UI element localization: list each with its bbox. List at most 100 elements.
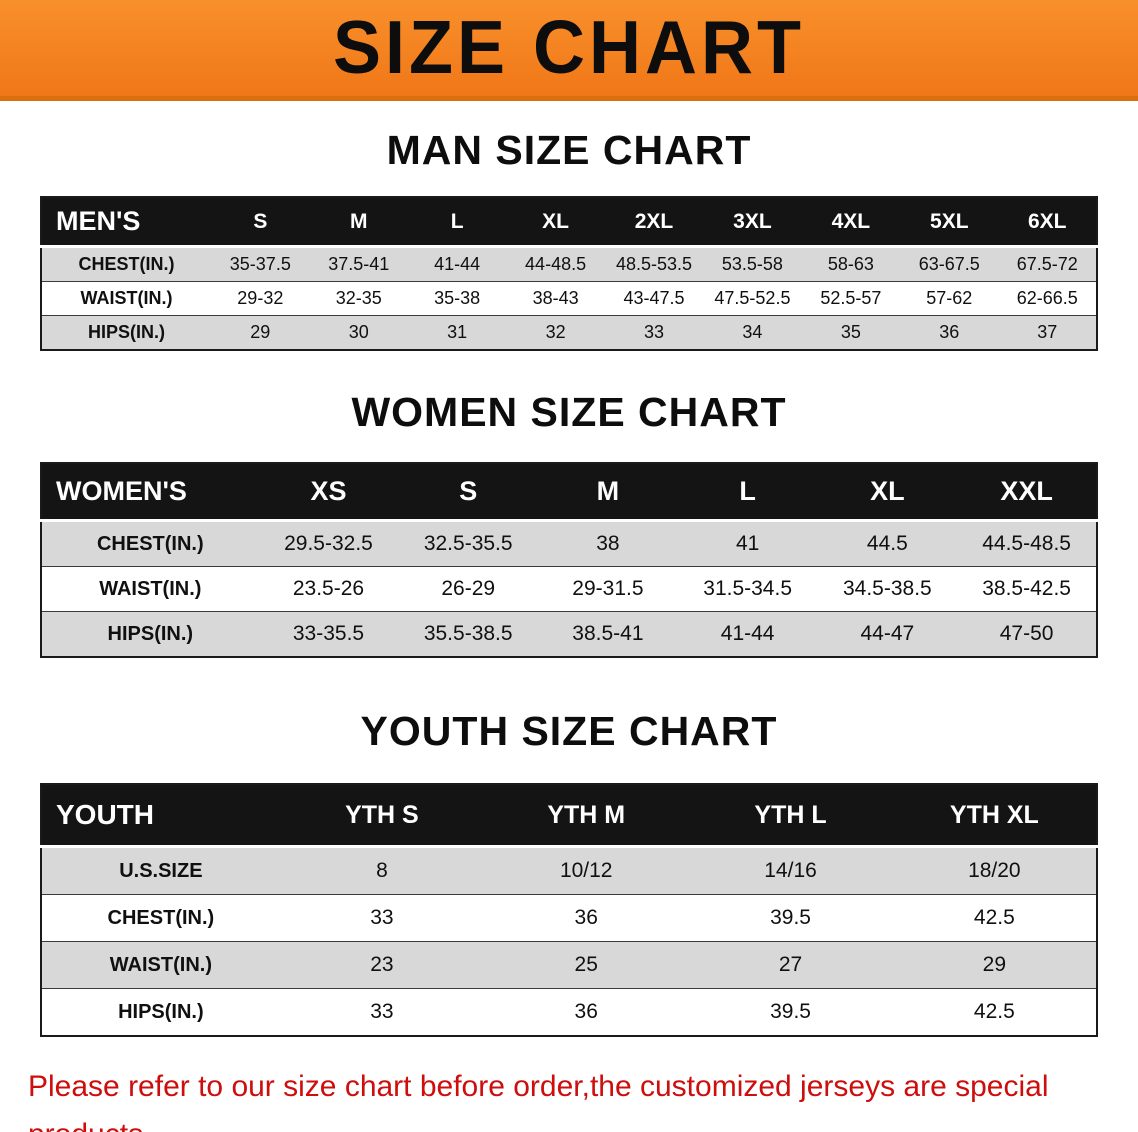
measurement-value-cell: 32 <box>506 315 605 351</box>
table-header-row: WOMEN'S XS S M L XL XXL <box>41 463 1097 522</box>
measurement-value-cell: 18/20 <box>892 846 1097 895</box>
size-column-header: XS <box>258 463 399 522</box>
measurement-value-cell: 26-29 <box>398 566 539 612</box>
size-column-header: XXL <box>957 463 1097 522</box>
measurement-value-cell: 38-43 <box>506 281 605 316</box>
measurement-value-cell: 42.5 <box>892 988 1097 1037</box>
measurement-row: HIPS(IN.) 33 36 39.5 42.5 <box>41 988 1097 1037</box>
measurement-value-cell: 38.5-42.5 <box>957 566 1097 612</box>
table-title-cell: MEN'S <box>41 197 212 248</box>
measurement-row: HIPS(IN.) 33-35.5 35.5-38.5 38.5-41 41-44 44-… <box>41 611 1097 658</box>
measurement-value-cell: 41-44 <box>407 246 507 282</box>
size-column-header: YTH M <box>484 784 689 848</box>
banner: SIZE CHART <box>0 0 1138 101</box>
measurement-value-cell: 36 <box>900 315 999 351</box>
measurement-value-cell: 31.5-34.5 <box>677 566 818 612</box>
measurement-value-cell: 41-44 <box>677 611 818 658</box>
size-column-header: YTH S <box>279 784 485 848</box>
measurement-value-cell: 34.5-38.5 <box>817 566 958 612</box>
measurement-value-cell: 35.5-38.5 <box>398 611 539 658</box>
size-column-header: M <box>309 197 408 248</box>
size-column-header: 5XL <box>900 197 999 248</box>
measurement-value-cell: 31 <box>407 315 507 351</box>
women-size-table: WOMEN'S XS S M L XL XXL CHEST(IN.) 29.5-32.5 32.5… <box>40 462 1098 658</box>
women-section-heading: WOMEN SIZE CHART <box>351 389 787 435</box>
measurement-value-cell: 36 <box>484 894 689 942</box>
measurement-value-cell: 35 <box>801 315 901 351</box>
measurement-value-cell: 27 <box>688 941 893 989</box>
table-title-cell: YOUTH <box>41 784 280 848</box>
measurement-value-cell: 33 <box>604 315 704 351</box>
measurement-row: WAIST(IN.) 29-32 32-35 35-38 38-43 43-47.5 47.… <box>41 281 1097 316</box>
measurement-value-cell: 33 <box>279 894 485 942</box>
measurement-row: HIPS(IN.) 29 30 31 32 33 34 35 36 37 <box>41 315 1097 351</box>
measurement-row: WAIST(IN.) 23.5-26 26-29 29-31.5 31.5-34.5 34… <box>41 566 1097 612</box>
measurement-value-cell: 58-63 <box>801 246 901 282</box>
measurement-value-cell: 52.5-57 <box>801 281 901 316</box>
measurement-row-label: WAIST(IN.) <box>41 941 280 989</box>
measurement-value-cell: 67.5-72 <box>998 246 1097 282</box>
measurement-value-cell: 34 <box>703 315 802 351</box>
disclaimer-note: Please refer to our size chart before or… <box>0 1063 1138 1132</box>
measurement-row-label: HIPS(IN.) <box>41 988 280 1037</box>
size-column-header: L <box>677 463 818 522</box>
table-body: CHEST(IN.) 35-37.5 37.5-41 41-44 44-48.5 48.5… <box>41 246 1097 351</box>
measurement-row-label: WAIST(IN.) <box>41 566 259 612</box>
measurement-row: WAIST(IN.) 23 25 27 29 <box>41 941 1097 989</box>
measurement-value-cell: 39.5 <box>688 988 893 1037</box>
table-body: CHEST(IN.) 29.5-32.5 32.5-35.5 38 41 44.5 44.5… <box>41 520 1097 658</box>
table-header: MEN'S S M L XL 2XL 3XL 4XL 5XL 6XL <box>41 197 1097 248</box>
measurement-value-cell: 10/12 <box>484 846 689 895</box>
size-column-header: YTH L <box>688 784 893 848</box>
measurement-row: CHEST(IN.) 35-37.5 37.5-41 41-44 44-48.5 48.5… <box>41 246 1097 282</box>
measurement-value-cell: 36 <box>484 988 689 1037</box>
measurement-value-cell: 39.5 <box>688 894 893 942</box>
man-section-heading: MAN SIZE CHART <box>386 127 752 173</box>
measurement-row-label: WAIST(IN.) <box>41 281 212 316</box>
measurement-row-label: HIPS(IN.) <box>41 611 259 658</box>
table-body: U.S.SIZE 8 10/12 14/16 18/20 CHEST(IN.) 33 36 39… <box>41 846 1097 1037</box>
measurement-value-cell: 29.5-32.5 <box>258 520 399 567</box>
measurement-row-label: HIPS(IN.) <box>41 315 212 351</box>
measurement-value-cell: 8 <box>279 846 485 895</box>
measurement-value-cell: 33 <box>279 988 485 1037</box>
table-header-row: YOUTH YTH S YTH M YTH L YTH XL <box>41 784 1097 848</box>
measurement-value-cell: 35-38 <box>407 281 507 316</box>
size-column-header: XL <box>506 197 605 248</box>
measurement-value-cell: 48.5-53.5 <box>604 246 704 282</box>
measurement-value-cell: 44.5 <box>817 520 958 567</box>
measurement-value-cell: 33-35.5 <box>258 611 399 658</box>
measurement-value-cell: 29-32 <box>211 281 310 316</box>
measurement-row-label: CHEST(IN.) <box>41 246 212 282</box>
table-header: YOUTH YTH S YTH M YTH L YTH XL <box>41 784 1097 848</box>
measurement-row: U.S.SIZE 8 10/12 14/16 18/20 <box>41 846 1097 895</box>
size-column-header: 2XL <box>604 197 704 248</box>
measurement-value-cell: 38.5-41 <box>538 611 678 658</box>
measurement-value-cell: 29-31.5 <box>538 566 678 612</box>
measurement-row-label: CHEST(IN.) <box>41 520 259 567</box>
size-column-header: 3XL <box>703 197 802 248</box>
page-title: SIZE CHART <box>333 6 805 91</box>
measurement-value-cell: 41 <box>677 520 818 567</box>
size-column-header: XL <box>817 463 958 522</box>
size-column-header: L <box>407 197 507 248</box>
measurement-value-cell: 47.5-52.5 <box>703 281 802 316</box>
size-column-header: M <box>538 463 678 522</box>
measurement-value-cell: 35-37.5 <box>211 246 310 282</box>
measurement-row-label: U.S.SIZE <box>41 846 280 895</box>
youth-section-heading: YOUTH SIZE CHART <box>360 708 778 754</box>
measurement-value-cell: 63-67.5 <box>900 246 999 282</box>
size-column-header: S <box>398 463 539 522</box>
measurement-value-cell: 38 <box>538 520 678 567</box>
measurement-value-cell: 43-47.5 <box>604 281 704 316</box>
measurement-value-cell: 30 <box>309 315 408 351</box>
measurement-row: CHEST(IN.) 33 36 39.5 42.5 <box>41 894 1097 942</box>
table-header: WOMEN'S XS S M L XL XXL <box>41 463 1097 522</box>
measurement-value-cell: 23 <box>279 941 485 989</box>
size-column-header: 6XL <box>998 197 1097 248</box>
measurement-value-cell: 47-50 <box>957 611 1097 658</box>
measurement-value-cell: 29 <box>892 941 1097 989</box>
table-title-cell: WOMEN'S <box>41 463 259 522</box>
measurement-value-cell: 37 <box>998 315 1097 351</box>
